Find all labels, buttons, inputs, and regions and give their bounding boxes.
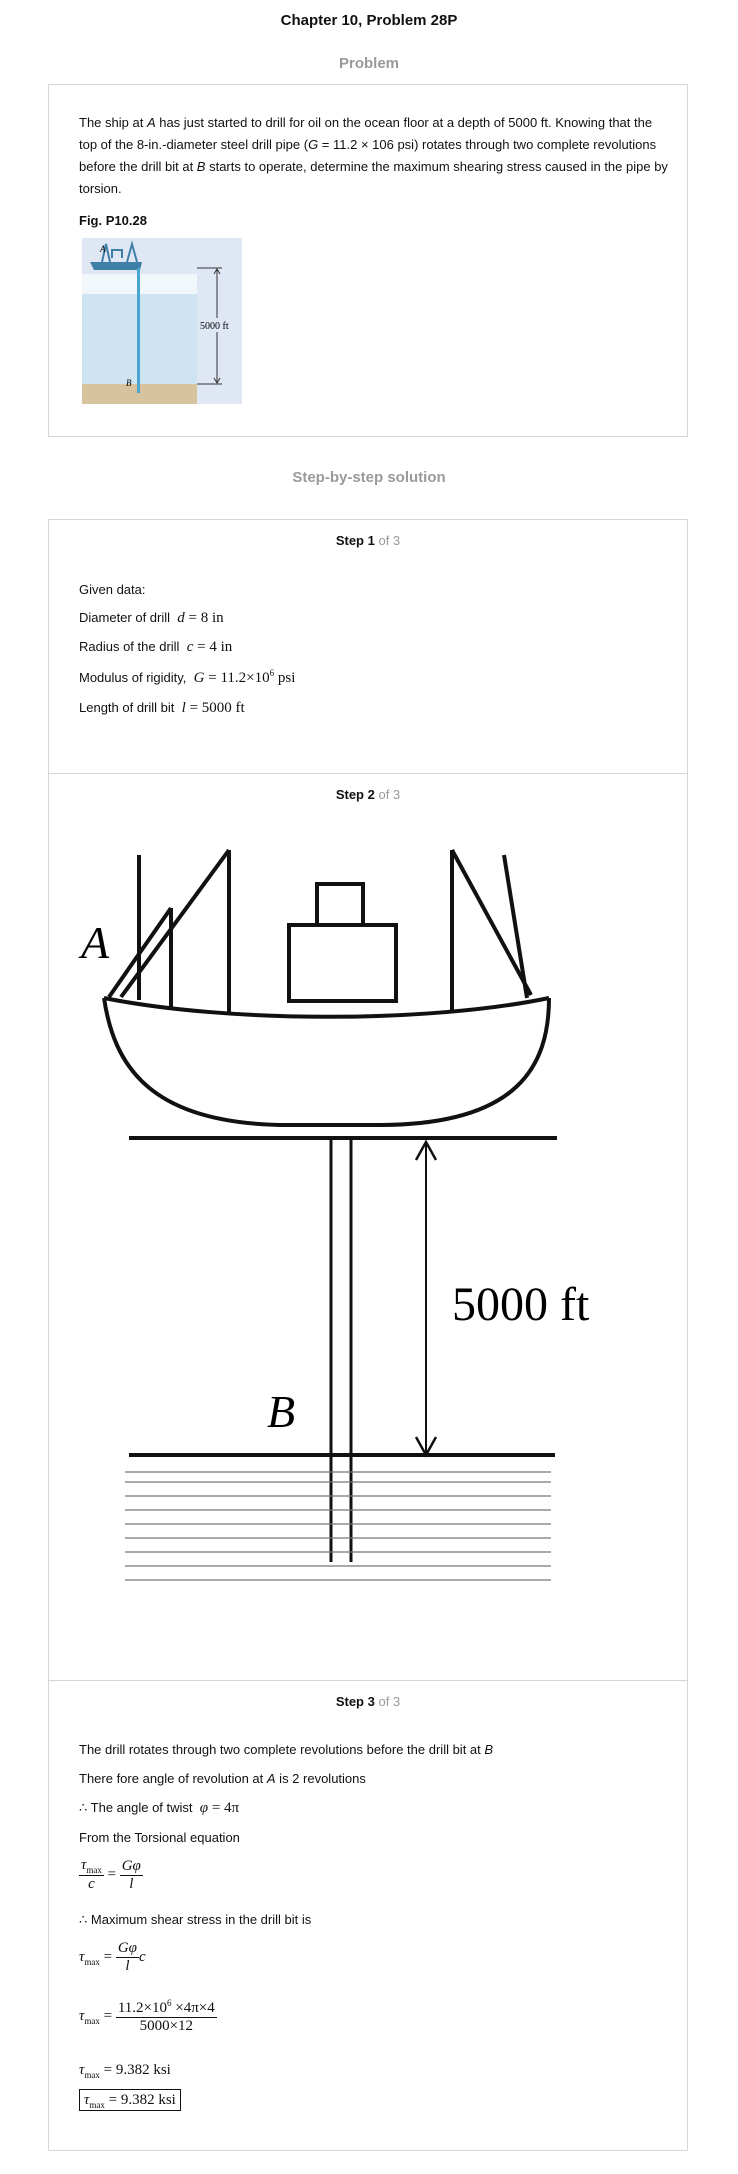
problem-card: The ship at A has just started to drill … xyxy=(48,84,688,437)
depth-label: 5000 ft xyxy=(452,1278,590,1331)
diameter-line: Diameter of drill d = 8 in xyxy=(79,610,224,626)
torsion-equation: τmax c = Gφ l xyxy=(79,1857,143,1892)
step1-header: Step 1 of 3 xyxy=(335,533,401,548)
label-B: B xyxy=(267,1386,295,1437)
svg-text:B: B xyxy=(126,378,132,388)
label-A: A xyxy=(78,917,110,968)
step-divider xyxy=(49,773,687,774)
svg-text:5000 ft: 5000 ft xyxy=(200,321,229,332)
figure-label: Fig. P10.28 xyxy=(79,213,147,228)
ship-drill-diagram: A B 5000 ft xyxy=(78,848,590,1581)
length-line: Length of drill bit l = 5000 ft xyxy=(79,700,245,716)
step3-line2: There fore angle of revolution at A is 2… xyxy=(79,1771,366,1786)
svg-text:A: A xyxy=(99,244,106,254)
step-divider xyxy=(49,1680,687,1681)
problem-figure: A B 5000 ft xyxy=(82,238,242,404)
final-answer-box: τmax = 9.382 ksi xyxy=(79,2089,181,2111)
shear-stress-formula: τmax = Gφ l c xyxy=(79,1940,146,1974)
solution-heading: Step-by-step solution xyxy=(292,469,446,486)
shear-stress-substitution: τmax = 11.2×106 ×4π×4 5000×12 xyxy=(79,1998,217,2034)
page-title: Chapter 10, Problem 28P xyxy=(280,12,458,29)
radius-line: Radius of the drill c = 4 in xyxy=(79,639,233,655)
step3-line5: ∴ Maximum shear stress in the drill bit … xyxy=(79,1912,312,1927)
problem-heading: Problem xyxy=(338,55,399,72)
given-data-label: Given data: xyxy=(79,582,146,597)
step3-line1: The drill rotates through two complete r… xyxy=(79,1742,494,1757)
step2-header: Step 2 of 3 xyxy=(335,787,401,802)
step3-header: Step 3 of 3 xyxy=(335,1694,401,1709)
solution-steps: Step 1 of 3 Given data: Diameter of dril… xyxy=(48,519,688,2151)
modulus-line: Modulus of rigidity, G = 11.2×106 psi xyxy=(79,668,296,686)
step3-line4: From the Torsional equation xyxy=(79,1830,240,1845)
shear-stress-result: τmax = 9.382 ksi xyxy=(79,2062,171,2080)
step3-line3: ∴ The angle of twist φ = 4π xyxy=(79,1800,240,1816)
problem-statement: The ship at A has just started to drill … xyxy=(79,115,668,196)
